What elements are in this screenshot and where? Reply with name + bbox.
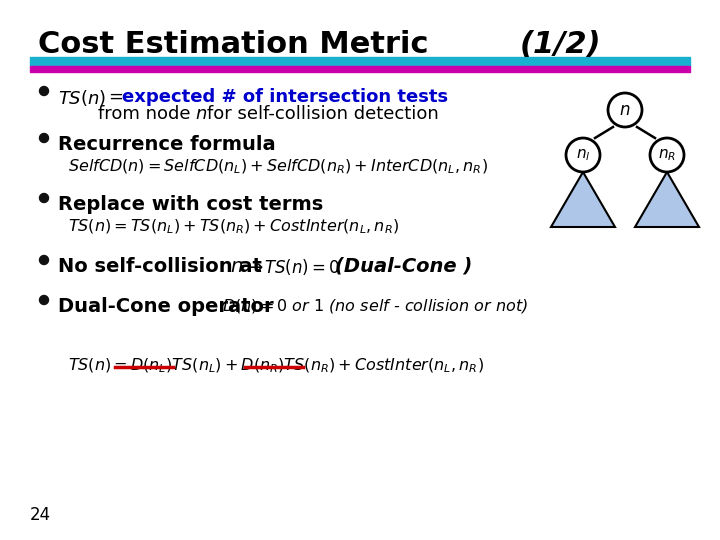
- Polygon shape: [551, 172, 615, 227]
- Text: Cost Estimation Metric: Cost Estimation Metric: [38, 30, 428, 59]
- Circle shape: [40, 86, 48, 96]
- Text: 24: 24: [30, 506, 51, 524]
- Text: No self-collision at: No self-collision at: [58, 257, 262, 276]
- Text: from node: from node: [98, 105, 191, 123]
- Text: =: =: [108, 88, 123, 106]
- Text: Replace with cost terms: Replace with cost terms: [58, 195, 323, 214]
- Circle shape: [650, 138, 684, 172]
- Polygon shape: [635, 172, 699, 227]
- Bar: [30, 57, 690, 66]
- Text: $D(n) = 0$ or $1$ (no self - collision or not): $D(n) = 0$ or $1$ (no self - collision o…: [222, 297, 528, 315]
- Text: $n_R$: $n_R$: [658, 147, 676, 163]
- Text: $n$: $n$: [195, 105, 207, 123]
- Text: $TS(n) = TS(n_L) + TS(n_R) + CostInter(n_L, n_R)$: $TS(n) = TS(n_L) + TS(n_R) + CostInter(n…: [68, 218, 399, 237]
- Text: Recurrence formula: Recurrence formula: [58, 135, 276, 154]
- Circle shape: [566, 138, 600, 172]
- Text: expected # of intersection tests: expected # of intersection tests: [122, 88, 448, 106]
- Text: $n_l$: $n_l$: [576, 147, 590, 163]
- Circle shape: [40, 133, 48, 143]
- Text: (Dual-Cone ): (Dual-Cone ): [335, 257, 472, 276]
- Text: $\rightarrow$: $\rightarrow$: [243, 257, 264, 276]
- Bar: [30, 66, 690, 72]
- Text: $TS(n) = D(n_L)TS(n_L) + D(n_R)TS(n_R) + CostInter(n_L, n_R)$: $TS(n) = D(n_L)TS(n_L) + D(n_R)TS(n_R) +…: [68, 357, 484, 375]
- Text: Dual-Cone operator: Dual-Cone operator: [58, 297, 274, 316]
- Text: (1/2): (1/2): [520, 30, 602, 59]
- Circle shape: [40, 193, 48, 202]
- Text: $TS(n)$: $TS(n)$: [58, 88, 107, 108]
- Text: $SelfCD(n) = SelfCD(n_L) + SelfCD(n_R) + InterCD(n_L, n_R)$: $SelfCD(n) = SelfCD(n_L) + SelfCD(n_R) +…: [68, 158, 488, 177]
- Text: $TS(n)=0$: $TS(n)=0$: [264, 257, 340, 277]
- Text: $n$: $n$: [619, 101, 631, 119]
- Text: $n$: $n$: [230, 257, 243, 276]
- Circle shape: [40, 295, 48, 305]
- Circle shape: [40, 255, 48, 265]
- Text: for self-collision detection: for self-collision detection: [207, 105, 438, 123]
- Circle shape: [608, 93, 642, 127]
